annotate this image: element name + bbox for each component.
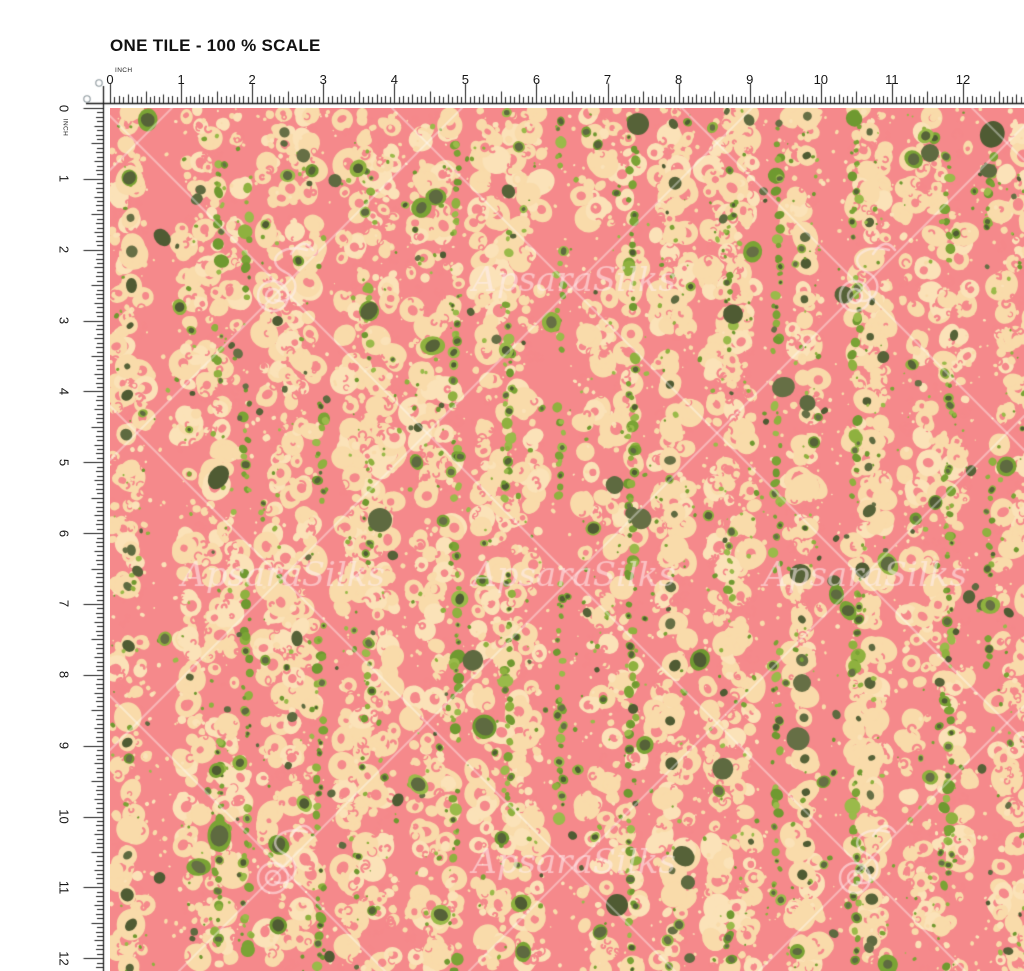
v-ruler-number: 6 — [56, 529, 72, 537]
h-ruler-number: 11 — [885, 72, 899, 87]
h-ruler-number: 6 — [532, 72, 541, 87]
horizontal-ruler-unit-label: INCH — [115, 67, 133, 74]
h-ruler-number: 12 — [955, 72, 971, 87]
v-ruler-number: 0 — [56, 104, 72, 112]
vertical-ruler-ticks — [55, 0, 106, 971]
v-ruler-number: 3 — [56, 316, 72, 325]
h-ruler-number: 4 — [390, 72, 398, 87]
h-ruler-number: 3 — [319, 72, 327, 87]
v-ruler-number: 2 — [56, 246, 72, 254]
h-ruler-number: 5 — [461, 72, 469, 87]
v-ruler-number: 5 — [56, 458, 72, 466]
h-ruler-number: 7 — [603, 72, 612, 87]
fabric-swatch-canvas — [110, 108, 1024, 971]
v-ruler-number: 11 — [56, 880, 72, 895]
v-ruler-number: 1 — [56, 175, 72, 183]
h-ruler-number: 8 — [675, 72, 683, 87]
v-ruler-number: 8 — [56, 671, 72, 679]
h-ruler-number: 10 — [813, 72, 829, 87]
horizontal-ruler-ticks — [0, 60, 1024, 106]
v-ruler-number: 12 — [56, 950, 72, 966]
page-title: ONE TILE - 100 % SCALE — [110, 36, 321, 55]
h-ruler-number: 1 — [177, 72, 185, 87]
v-ruler-number: 7 — [56, 600, 72, 608]
v-ruler-number: 9 — [56, 742, 72, 750]
h-ruler-number: 0 — [106, 72, 114, 87]
h-ruler-number: 9 — [746, 72, 754, 87]
h-ruler-number: 2 — [248, 72, 256, 87]
v-ruler-number: 10 — [56, 809, 72, 824]
v-ruler-number: 4 — [56, 387, 72, 395]
